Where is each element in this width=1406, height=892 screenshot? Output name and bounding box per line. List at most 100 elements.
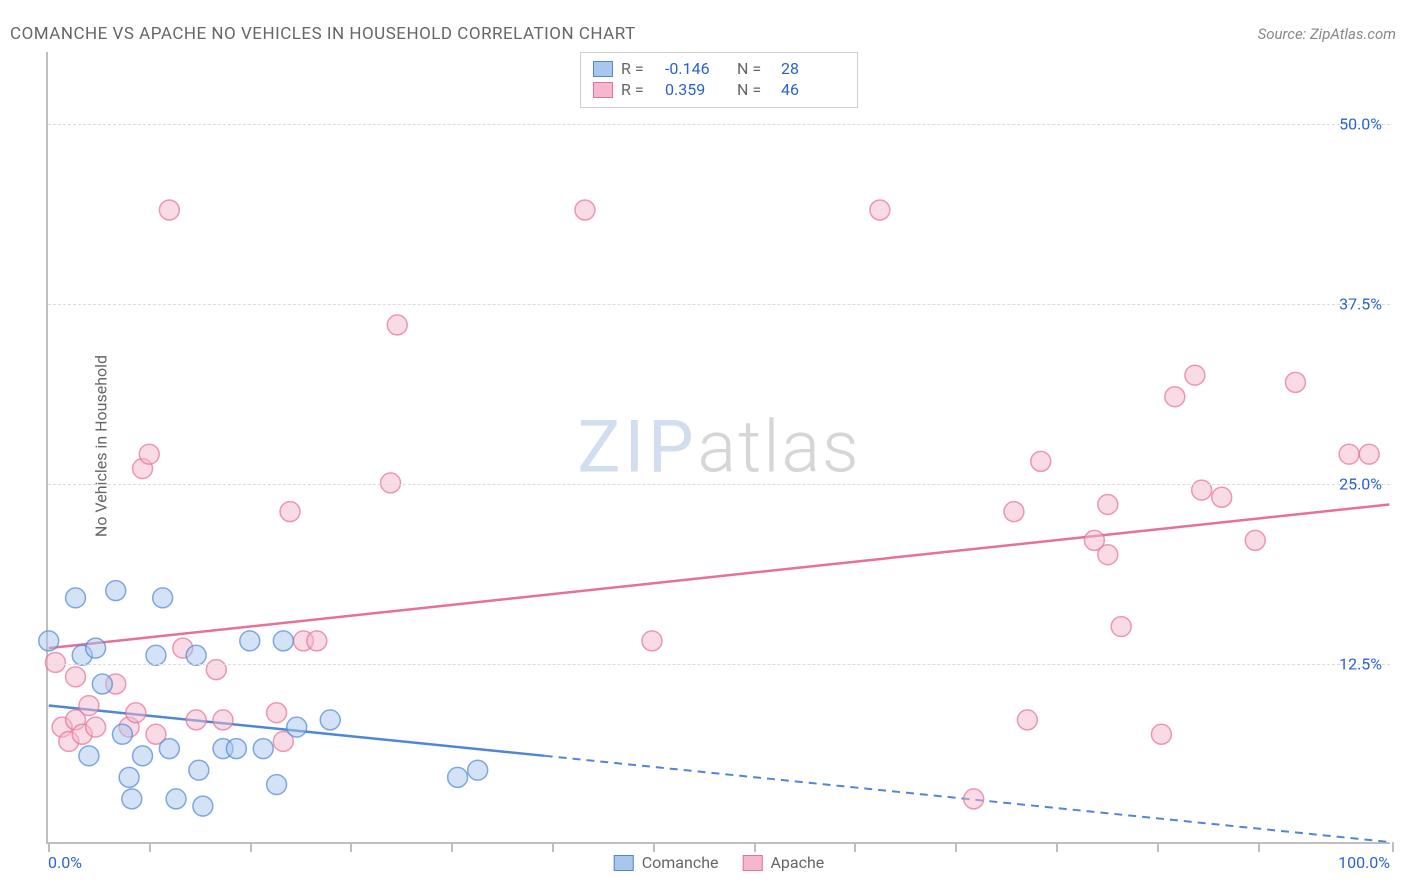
x-tick — [854, 842, 856, 852]
legend-N-comanche: 28 — [781, 59, 845, 78]
data-point — [106, 581, 126, 601]
source-attribution: Source: ZipAtlas.com — [1258, 25, 1396, 43]
y-tick-label: 50.0% — [1339, 115, 1382, 134]
scatter-points — [48, 52, 1390, 842]
header: COMANCHE VS APACHE NO VEHICLES IN HOUSEH… — [10, 22, 1396, 46]
gridline — [48, 124, 1390, 125]
data-point — [964, 789, 984, 809]
data-point — [86, 638, 106, 658]
data-point — [1151, 724, 1171, 744]
data-point — [66, 667, 86, 687]
data-point — [1165, 387, 1185, 407]
data-point — [1017, 710, 1037, 730]
data-point — [45, 652, 65, 672]
data-point — [1245, 530, 1265, 550]
gridline — [48, 664, 1390, 665]
data-point — [189, 760, 209, 780]
gridline — [48, 304, 1390, 305]
data-point — [66, 588, 86, 608]
x-tick — [1392, 842, 1394, 852]
data-point — [1185, 365, 1205, 385]
data-point — [1285, 372, 1305, 392]
legend-R-label: R = — [621, 59, 657, 78]
data-point — [642, 631, 662, 651]
legend-row-comanche: R = -0.146 N = 28 — [593, 59, 845, 78]
swatch-comanche-b — [614, 855, 634, 871]
data-point — [381, 473, 401, 493]
data-point — [267, 703, 287, 723]
data-point — [119, 767, 139, 787]
data-point — [1212, 487, 1232, 507]
data-point — [267, 775, 287, 795]
data-point — [146, 645, 166, 665]
data-point — [193, 796, 213, 816]
x-tick — [754, 842, 756, 852]
data-point — [79, 696, 99, 716]
data-point — [1098, 494, 1118, 514]
plot-area: ZIPatlas R = -0.146 N = 28 R = 0.359 N =… — [46, 52, 1390, 844]
x-tick — [653, 842, 655, 852]
data-point — [1004, 502, 1024, 522]
swatch-apache — [593, 82, 613, 98]
data-point — [159, 200, 179, 220]
series-legend: Comanche Apache — [614, 853, 825, 872]
x-tick — [149, 842, 151, 852]
y-tick-label: 12.5% — [1339, 655, 1382, 674]
legend-item-apache: Apache — [742, 853, 824, 872]
legend-R-apache: 0.359 — [665, 80, 729, 99]
data-point — [226, 739, 246, 759]
legend-item-comanche: Comanche — [614, 853, 719, 872]
data-point — [153, 588, 173, 608]
data-point — [139, 444, 159, 464]
legend-label-comanche: Comanche — [642, 853, 719, 872]
y-tick-label: 37.5% — [1339, 295, 1382, 314]
source-label: Source: — [1258, 25, 1307, 43]
x-tick — [451, 842, 453, 852]
data-point — [92, 674, 112, 694]
data-point — [468, 760, 488, 780]
data-point — [166, 789, 186, 809]
data-point — [575, 200, 595, 220]
data-point — [206, 660, 226, 680]
data-point — [240, 631, 260, 651]
data-point — [448, 767, 468, 787]
legend-N-label: N = — [737, 59, 773, 78]
correlation-legend: R = -0.146 N = 28 R = 0.359 N = 46 — [580, 52, 858, 108]
data-point — [287, 717, 307, 737]
swatch-comanche — [593, 61, 613, 77]
chart-title: COMANCHE VS APACHE NO VEHICLES IN HOUSEH… — [10, 24, 636, 44]
data-point — [126, 703, 146, 723]
data-point — [280, 502, 300, 522]
legend-N-apache: 46 — [781, 80, 845, 99]
x-tick — [1258, 842, 1260, 852]
data-point — [122, 789, 142, 809]
data-point — [273, 631, 293, 651]
data-point — [307, 631, 327, 651]
data-point — [1359, 444, 1379, 464]
x-tick — [552, 842, 554, 852]
data-point — [86, 717, 106, 737]
data-point — [213, 710, 233, 730]
data-point — [1339, 444, 1359, 464]
data-point — [186, 645, 206, 665]
y-tick-label: 25.0% — [1339, 475, 1382, 494]
legend-N-label: N = — [737, 80, 773, 99]
gridline — [48, 484, 1390, 485]
legend-row-apache: R = 0.359 N = 46 — [593, 80, 845, 99]
data-point — [133, 746, 153, 766]
data-point — [39, 631, 59, 651]
data-point — [1098, 545, 1118, 565]
x-tick — [250, 842, 252, 852]
data-point — [1031, 451, 1051, 471]
data-point — [1111, 617, 1131, 637]
data-point — [253, 739, 273, 759]
data-point — [112, 724, 132, 744]
x-tick-label: 0.0% — [48, 853, 82, 872]
x-tick-label: 100.0% — [1338, 853, 1390, 872]
legend-R-label: R = — [621, 80, 657, 99]
x-tick — [48, 842, 50, 852]
data-point — [387, 315, 407, 335]
legend-R-comanche: -0.146 — [665, 59, 729, 78]
x-tick — [955, 842, 957, 852]
swatch-apache-b — [742, 855, 762, 871]
